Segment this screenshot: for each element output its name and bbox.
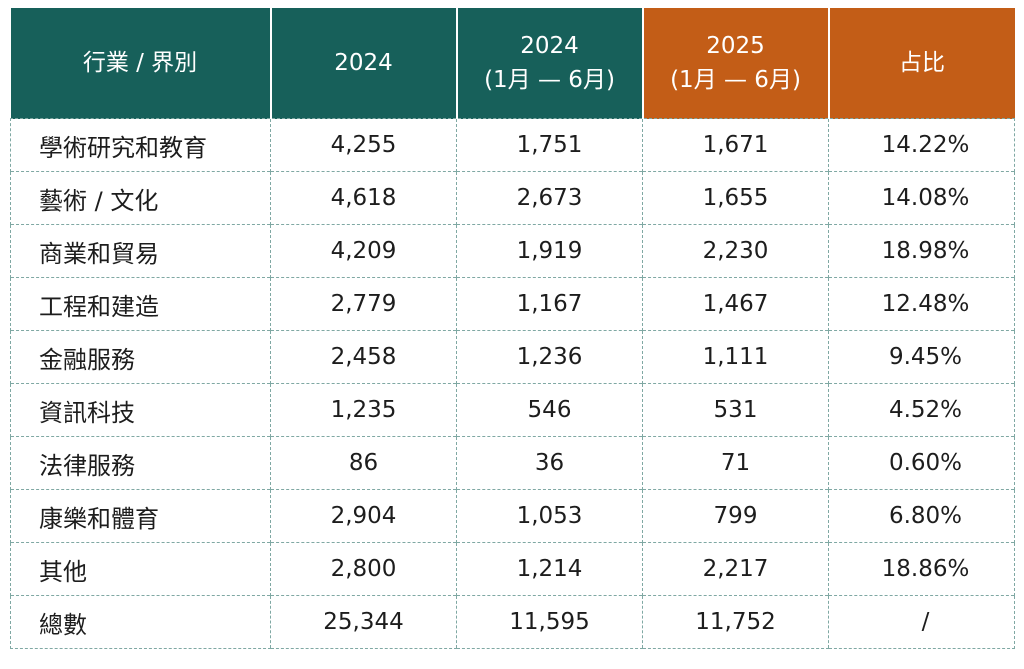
value-2024-cell: 86 [270,436,457,490]
share-cell: 14.22% [828,118,1015,172]
header-share-label: 占比 [899,50,945,76]
share-cell: 6.80% [828,489,1015,543]
value-2024-cell: 4,255 [270,118,457,172]
header-2024-h1-range: (1月 — 6月) [484,67,615,93]
header-row: 行業 / 界別 2024 2024 (1月 — 6月) 2025 (1月 — 6… [10,8,1015,119]
value-2025-h1-cell: 71 [642,436,829,490]
value-2024-cell: 2,779 [270,277,457,331]
value-2025-h1-cell: 799 [642,489,829,543]
industry-cell: 法律服務 [10,436,271,490]
industry-cell: 商業和貿易 [10,224,271,278]
value-2024-h1-cell: 2,673 [456,171,643,225]
value-2024-h1-cell: 36 [456,436,643,490]
industry-cell: 資訊科技 [10,383,271,437]
industry-cell: 其他 [10,542,271,596]
table-row: 資訊科技 1,235 546 531 4.52% [10,383,1015,437]
value-2024-cell: 4,209 [270,224,457,278]
value-2024-h1-cell: 1,919 [456,224,643,278]
table-row: 金融服務 2,458 1,236 1,111 9.45% [10,330,1015,384]
industry-table: 行業 / 界別 2024 2024 (1月 — 6月) 2025 (1月 — 6… [10,8,1015,649]
value-2025-h1-cell: 1,111 [642,330,829,384]
value-2025-h1-cell: 1,671 [642,118,829,172]
value-2024-h1-cell: 1,053 [456,489,643,543]
total-2024-h1-cell: 11,595 [456,595,643,649]
header-industry-label: 行業 / 界別 [82,50,198,76]
value-2024-cell: 2,904 [270,489,457,543]
value-2025-h1-cell: 2,217 [642,542,829,596]
total-row: 總數 25,344 11,595 11,752 / [10,595,1015,649]
value-2025-h1-cell: 2,230 [642,224,829,278]
value-2025-h1-cell: 1,655 [642,171,829,225]
header-industry: 行業 / 界別 [10,8,271,119]
total-2024-cell: 25,344 [270,595,457,649]
total-label-cell: 總數 [10,595,271,649]
table-row: 學術研究和教育 4,255 1,751 1,671 14.22% [10,118,1015,172]
table-row: 商業和貿易 4,209 1,919 2,230 18.98% [10,224,1015,278]
value-2025-h1-cell: 531 [642,383,829,437]
header-2024-label: 2024 [334,50,393,76]
value-2024-cell: 4,618 [270,171,457,225]
share-cell: 9.45% [828,330,1015,384]
table-row: 其他 2,800 1,214 2,217 18.86% [10,542,1015,596]
table-body: 學術研究和教育 4,255 1,751 1,671 14.22% 藝術 / 文化… [10,118,1015,649]
share-cell: 4.52% [828,383,1015,437]
value-2025-h1-cell: 1,467 [642,277,829,331]
table-row: 康樂和體育 2,904 1,053 799 6.80% [10,489,1015,543]
header-share: 占比 [827,8,1015,119]
table-header: 行業 / 界別 2024 2024 (1月 — 6月) 2025 (1月 — 6… [10,8,1015,119]
value-2024-h1-cell: 1,751 [456,118,643,172]
header-2025-h1: 2025 (1月 — 6月) [641,8,829,119]
table-row: 工程和建造 2,779 1,167 1,467 12.48% [10,277,1015,331]
value-2024-cell: 2,458 [270,330,457,384]
industry-cell: 學術研究和教育 [10,118,271,172]
share-cell: 18.98% [828,224,1015,278]
industry-cell: 藝術 / 文化 [10,171,271,225]
industry-cell: 工程和建造 [10,277,271,331]
value-2024-h1-cell: 1,167 [456,277,643,331]
industry-cell: 康樂和體育 [10,489,271,543]
total-share-cell: / [828,595,1015,649]
share-cell: 12.48% [828,277,1015,331]
share-cell: 18.86% [828,542,1015,596]
header-2024-h1: 2024 (1月 — 6月) [455,8,643,119]
industry-cell: 金融服務 [10,330,271,384]
total-2025-h1-cell: 11,752 [642,595,829,649]
value-2024-cell: 2,800 [270,542,457,596]
industry-table-container: 行業 / 界別 2024 2024 (1月 — 6月) 2025 (1月 — 6… [10,8,1015,649]
share-cell: 14.08% [828,171,1015,225]
header-2025-h1-year: 2025 [706,33,765,59]
header-2024: 2024 [269,8,457,119]
share-cell: 0.60% [828,436,1015,490]
value-2024-cell: 1,235 [270,383,457,437]
value-2024-h1-cell: 546 [456,383,643,437]
value-2024-h1-cell: 1,214 [456,542,643,596]
value-2024-h1-cell: 1,236 [456,330,643,384]
table-row: 法律服務 86 36 71 0.60% [10,436,1015,490]
header-2025-h1-range: (1月 — 6月) [670,67,801,93]
header-2024-h1-year: 2024 [520,33,579,59]
table-row: 藝術 / 文化 4,618 2,673 1,655 14.08% [10,171,1015,225]
